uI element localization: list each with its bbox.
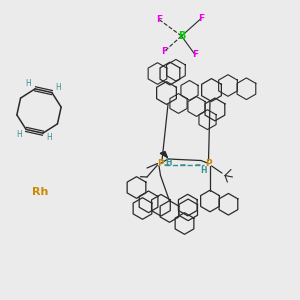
Text: H: H — [165, 158, 172, 167]
Text: H: H — [201, 166, 207, 175]
Text: P: P — [205, 159, 212, 168]
Text: F: F — [161, 47, 167, 56]
Text: Rh: Rh — [32, 187, 49, 197]
Text: H: H — [16, 130, 22, 139]
Polygon shape — [160, 152, 167, 158]
Text: H: H — [55, 83, 61, 92]
Text: F: F — [198, 14, 204, 23]
Text: P: P — [157, 159, 164, 168]
Text: H: H — [26, 79, 32, 88]
Text: H: H — [46, 134, 52, 142]
Text: F: F — [192, 50, 198, 59]
Text: B: B — [178, 31, 185, 41]
Text: F: F — [156, 15, 162, 24]
